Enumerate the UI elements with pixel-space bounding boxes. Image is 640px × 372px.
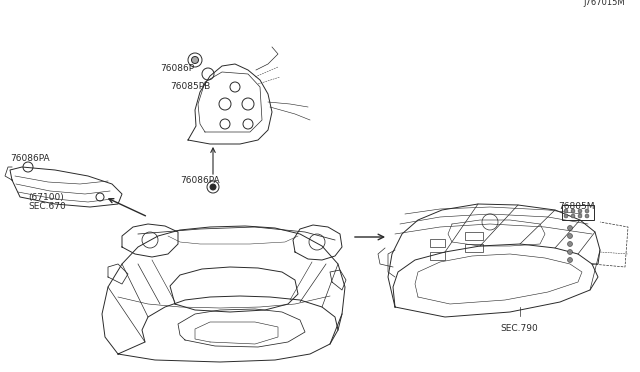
Circle shape	[191, 57, 198, 64]
Circle shape	[578, 209, 582, 213]
Circle shape	[568, 234, 573, 238]
Text: 76085PB: 76085PB	[170, 82, 211, 91]
Circle shape	[568, 250, 573, 254]
Text: J767015M: J767015M	[584, 0, 625, 7]
Circle shape	[585, 209, 589, 213]
Text: 76086PA: 76086PA	[10, 154, 50, 163]
Circle shape	[585, 214, 589, 218]
Bar	[465, 232, 483, 240]
Bar	[430, 252, 445, 260]
Bar	[430, 239, 445, 247]
Bar	[465, 244, 483, 252]
Text: SEC.670: SEC.670	[28, 202, 66, 211]
Circle shape	[578, 214, 582, 218]
Text: 76086P: 76086P	[160, 64, 194, 73]
Circle shape	[210, 184, 216, 190]
Text: (67100): (67100)	[28, 193, 64, 202]
Circle shape	[564, 209, 568, 213]
Circle shape	[568, 225, 573, 231]
Circle shape	[568, 257, 573, 263]
Circle shape	[564, 214, 568, 218]
Circle shape	[571, 214, 575, 218]
Text: SEC.790: SEC.790	[500, 324, 538, 333]
Circle shape	[571, 209, 575, 213]
Circle shape	[568, 241, 573, 247]
Text: 76086PA: 76086PA	[180, 176, 220, 185]
Text: 76805M: 76805M	[558, 202, 595, 211]
Bar	[562, 205, 594, 220]
